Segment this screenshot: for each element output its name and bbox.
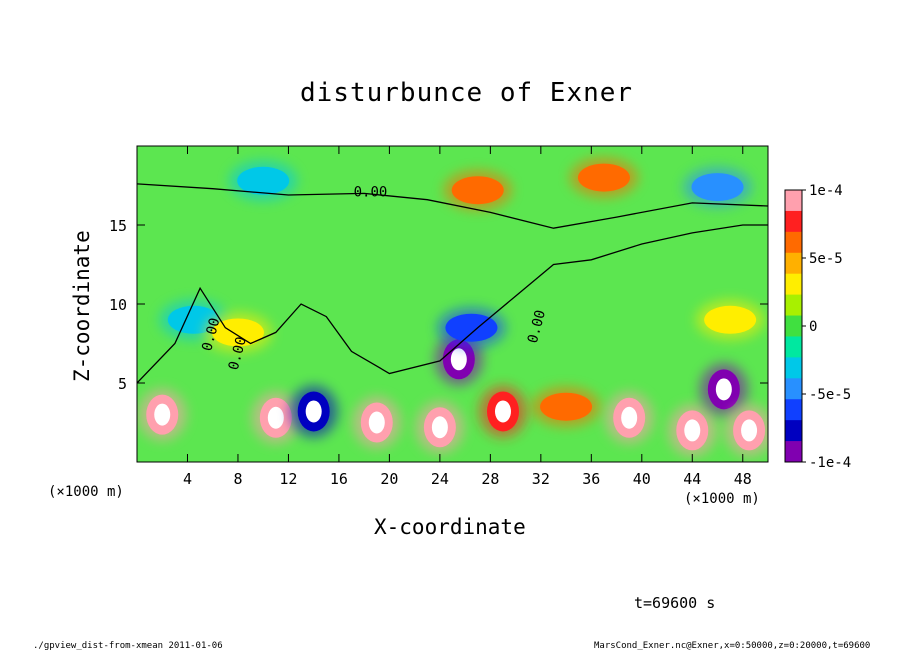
- field-feature-core: [267, 406, 284, 429]
- x-axis-label: X-coordinate: [374, 515, 526, 539]
- colorbar-segment: [785, 441, 802, 463]
- colorbar-segment: [785, 315, 802, 337]
- field-feature-core: [684, 419, 701, 442]
- y-axis: 5 10 15: [109, 217, 768, 393]
- footer-source-label: MarsCond_Exner.nc@Exner,x=0:50000,z=0:20…: [594, 641, 871, 651]
- x-tick-label: 32: [532, 470, 550, 488]
- field-feature-core: [494, 400, 511, 423]
- colorbar-segment: [785, 190, 802, 212]
- chart-title: disturbunce of Exner: [300, 78, 634, 108]
- field-feature-core: [621, 406, 638, 429]
- field-feature-core: [741, 419, 758, 442]
- colorbar-segment: [785, 294, 802, 317]
- x-tick-label: 16: [330, 470, 348, 488]
- colorbar-segment: [785, 336, 802, 358]
- field-feature-core: [154, 403, 171, 426]
- x-tick-label: 24: [431, 470, 449, 488]
- x-tick-label: 40: [633, 470, 651, 488]
- field-feature-core: [305, 400, 322, 423]
- x-axis: 4 8 12 16 20 24 28 32 36 40 44 48: [183, 146, 752, 488]
- x-tick-label: 48: [734, 470, 752, 488]
- x-tick-label: 8: [233, 470, 242, 488]
- colorbar-segment: [785, 273, 802, 296]
- colorbar-tick-label: 5e-5: [809, 251, 843, 267]
- x-tick-label: 12: [279, 470, 297, 488]
- field-feature-core: [450, 348, 467, 371]
- field-feature: [211, 318, 264, 347]
- field-feature: [445, 313, 498, 342]
- contour-label: 0.00: [354, 185, 388, 201]
- field-feature-core: [431, 416, 448, 439]
- contour-line: [137, 183, 768, 229]
- colorbar-segment: [785, 210, 802, 233]
- colorbar-tick-label: -1e-4: [809, 455, 851, 471]
- y-axis-label: Z-coordinate: [70, 230, 94, 382]
- field-feature: [691, 173, 744, 202]
- field-feature: [451, 176, 504, 205]
- heatmap-area: [137, 146, 768, 462]
- footer-script-label: ./gpview_dist-from-xmean 2011-01-06: [33, 641, 223, 651]
- colorbar-segment: [785, 231, 802, 254]
- x-unit-label: (×1000 m): [48, 484, 124, 500]
- field-feature: [704, 305, 757, 334]
- x-tick-label: 44: [683, 470, 701, 488]
- y-tick-label: 15: [109, 217, 127, 235]
- heatmap-blobs: [138, 157, 768, 457]
- x-tick-label: 36: [582, 470, 600, 488]
- colorbar: 1e-4 5e-5 0 -5e-5 -1e-4: [784, 183, 851, 471]
- y-tick-label: 10: [109, 296, 127, 314]
- x-unit-label-right: (×1000 m): [684, 491, 760, 507]
- colorbar-segment: [785, 357, 802, 379]
- field-feature-core: [715, 378, 732, 401]
- colorbar-tick-label: -5e-5: [809, 387, 851, 403]
- field-feature: [577, 163, 630, 192]
- time-label: t=69600 s: [634, 594, 716, 612]
- y-tick-label: 5: [118, 375, 127, 393]
- contour-line: [137, 224, 768, 384]
- x-tick-label: 4: [183, 470, 192, 488]
- zero-contours: [137, 183, 768, 384]
- colorbar-tick-label: 0: [809, 319, 817, 335]
- colorbar-segment: [785, 252, 802, 275]
- colorbar-segment: [785, 399, 802, 421]
- colorbar-tick-label: 1e-4: [809, 183, 843, 199]
- x-tick-label: 28: [481, 470, 499, 488]
- colorbar-segment: [785, 420, 802, 442]
- colorbar-segment: [785, 378, 802, 400]
- field-feature: [540, 392, 593, 421]
- field-feature-core: [368, 411, 385, 434]
- x-tick-label: 20: [380, 470, 398, 488]
- field-feature: [237, 166, 290, 195]
